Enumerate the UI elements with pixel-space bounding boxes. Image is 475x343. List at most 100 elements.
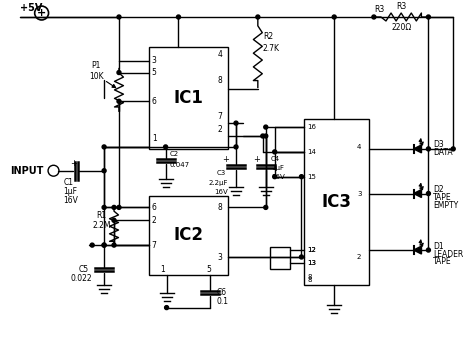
Text: TAPE: TAPE [433,193,452,202]
Text: 220Ω: 220Ω [391,23,411,32]
Text: 8: 8 [307,277,312,283]
Circle shape [264,134,268,138]
Circle shape [102,243,106,247]
Text: R1: R1 [96,211,106,220]
Text: 3: 3 [357,190,361,197]
Text: 8: 8 [217,76,222,85]
Text: 1: 1 [152,134,156,143]
Circle shape [300,175,304,179]
Text: +5V: +5V [20,3,42,13]
Text: 4: 4 [357,144,361,150]
Text: 13: 13 [307,260,316,266]
Text: +: + [70,159,77,168]
Text: 0.1: 0.1 [216,297,228,306]
Polygon shape [414,246,421,254]
Text: +: + [37,8,46,18]
Text: 4: 4 [217,50,222,59]
Circle shape [427,15,430,19]
Circle shape [112,218,116,222]
Text: R3: R3 [374,4,384,14]
Text: DATA: DATA [433,149,453,157]
Circle shape [427,147,430,151]
Circle shape [165,306,169,310]
Text: 2: 2 [152,216,156,225]
Circle shape [117,71,121,74]
Text: D1: D1 [433,241,444,251]
Text: 16V: 16V [271,174,285,180]
Text: D3: D3 [433,140,444,150]
Text: IC1: IC1 [173,89,203,107]
Text: 14: 14 [307,149,316,155]
Circle shape [332,15,336,19]
Text: 15: 15 [307,174,316,180]
Text: 1: 1 [161,265,165,274]
Text: R2: R2 [263,32,273,41]
Text: 3: 3 [217,252,222,261]
Circle shape [300,255,304,259]
Text: +: + [253,155,260,164]
Text: C3: C3 [216,170,226,176]
Bar [304,119,369,285]
Text: EMPTY: EMPTY [433,201,459,210]
Text: 12: 12 [307,247,316,253]
Circle shape [427,191,430,196]
Text: 12: 12 [307,247,316,253]
Text: R3: R3 [396,2,406,11]
Bar [270,247,290,269]
Text: IC2: IC2 [173,226,203,244]
Text: 2.2M: 2.2M [92,221,111,230]
Text: 16: 16 [307,124,316,130]
Bar [149,47,228,149]
Text: +: + [222,155,228,164]
Circle shape [427,248,430,252]
Text: C6: C6 [216,288,226,297]
Circle shape [234,121,238,125]
Text: 6: 6 [152,97,157,106]
Circle shape [273,175,276,179]
Circle shape [117,15,121,19]
Polygon shape [414,190,421,198]
Circle shape [234,145,238,149]
Circle shape [102,205,106,210]
Circle shape [163,145,168,149]
Text: 2.7K: 2.7K [263,44,280,53]
Text: C5: C5 [78,265,88,274]
Circle shape [451,147,455,151]
Text: 0.047: 0.047 [170,162,190,168]
Text: C4: C4 [271,156,280,162]
Text: LEADER: LEADER [433,250,464,259]
Text: INPUT: INPUT [10,166,43,176]
Circle shape [102,145,106,149]
Circle shape [261,134,265,138]
Text: 2.2μF: 2.2μF [208,180,228,186]
Text: 8: 8 [217,203,222,212]
Text: 5: 5 [152,68,157,77]
Text: 8: 8 [307,274,312,280]
Bar [149,196,228,275]
Circle shape [90,243,94,247]
Text: 13: 13 [307,260,316,266]
Circle shape [264,205,268,210]
Text: IC3: IC3 [322,193,352,211]
Text: C2: C2 [170,151,179,157]
Text: 1μF: 1μF [64,187,77,196]
Text: 3: 3 [152,56,157,65]
Text: TAPE: TAPE [433,258,452,267]
Text: P1: P1 [91,61,101,70]
Text: D2: D2 [433,185,444,194]
Circle shape [117,99,121,103]
Text: 0.022: 0.022 [70,274,92,283]
Circle shape [256,15,260,19]
Text: 16V: 16V [214,189,228,194]
Circle shape [112,205,116,210]
Text: 1μF: 1μF [271,165,284,171]
Circle shape [177,15,180,19]
Circle shape [102,243,106,247]
Text: C1: C1 [64,178,74,187]
Text: 6: 6 [152,203,157,212]
Circle shape [264,125,268,129]
Circle shape [372,15,376,19]
Polygon shape [414,145,421,153]
Text: 10K: 10K [89,72,104,81]
Text: 5: 5 [206,265,211,274]
